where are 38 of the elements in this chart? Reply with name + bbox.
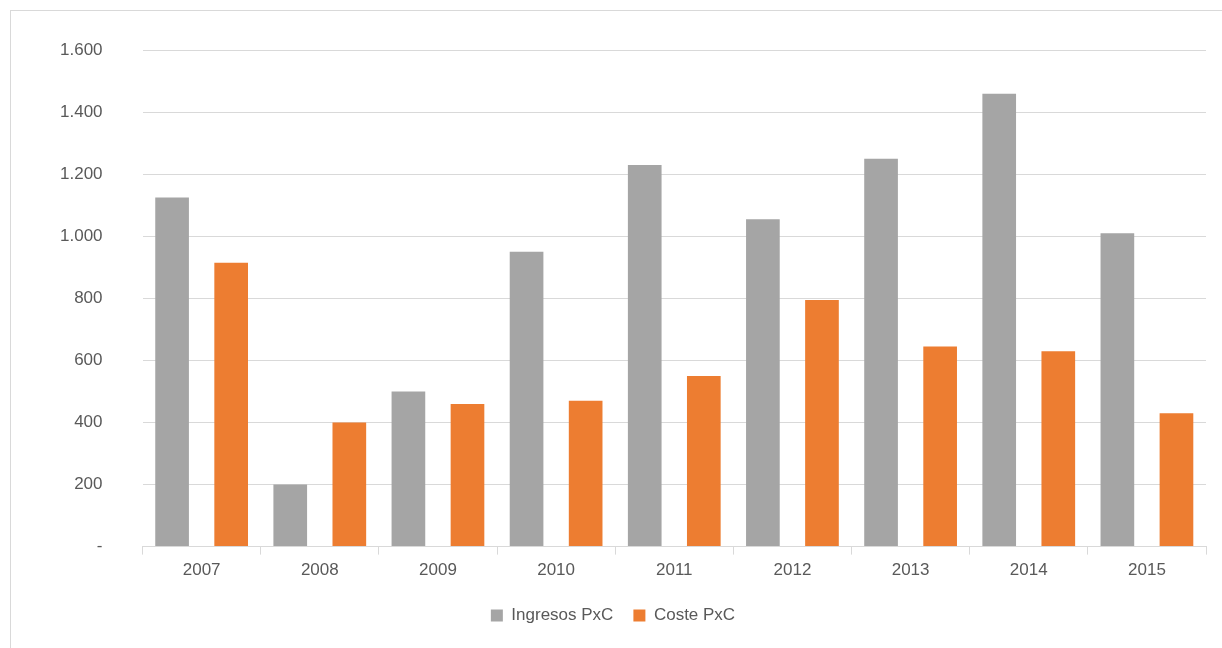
y-tick-label: 1.600 [59, 39, 103, 59]
y-tick-label: 600 [74, 350, 103, 370]
x-tick-label: 2013 [891, 560, 930, 580]
y-tick-label: 1.200 [59, 163, 103, 183]
bar [1041, 351, 1076, 547]
x-tick-label: 2009 [419, 560, 457, 580]
legend-label: Coste PxC [653, 605, 736, 625]
bar [923, 346, 957, 547]
bar [155, 197, 189, 547]
bar [391, 391, 426, 547]
bar [332, 422, 367, 547]
bar [746, 219, 780, 547]
bar [982, 93, 1017, 547]
y-tick-label: 1.400 [59, 101, 103, 121]
x-tick-label: 2014 [1009, 560, 1048, 580]
legend-label: Ingresos PxC [511, 605, 614, 625]
bar [627, 164, 662, 547]
bar [568, 400, 603, 547]
bar [864, 158, 898, 547]
y-tick-label: 1.000 [59, 226, 103, 246]
bar [273, 484, 308, 547]
y-tick-label: - [96, 536, 103, 556]
bar [214, 262, 248, 547]
bar [1100, 233, 1135, 547]
bar [686, 375, 721, 547]
x-tick-label: 2012 [773, 560, 812, 580]
y-tick-label: 800 [74, 288, 103, 308]
x-tick-label: 2007 [182, 560, 221, 580]
bar [509, 251, 544, 547]
bar [450, 403, 485, 547]
y-tick-label: 400 [74, 412, 103, 432]
x-tick-label: 2008 [300, 560, 339, 580]
bar [805, 299, 839, 547]
y-tick-label: 200 [74, 474, 103, 494]
bar [1159, 413, 1194, 547]
x-tick-label: 2010 [537, 560, 576, 580]
x-tick-label: 2011 [655, 560, 693, 580]
x-tick-label: 2015 [1128, 560, 1166, 580]
